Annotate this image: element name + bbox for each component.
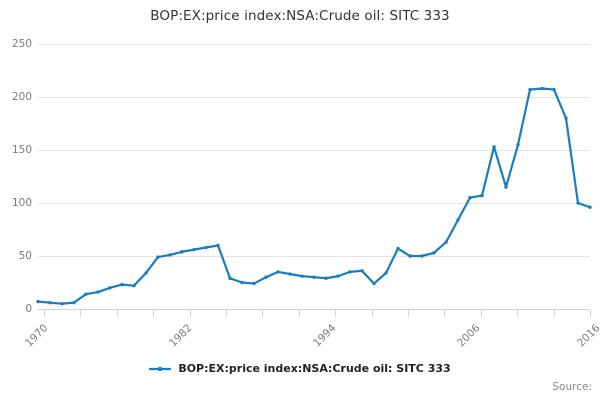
plot-area xyxy=(38,44,590,310)
y-gridline xyxy=(38,97,590,98)
legend-series-label: BOP:EX:price index:NSA:Crude oil: SITC 3… xyxy=(178,362,451,375)
legend-line-marker-icon xyxy=(149,366,172,371)
y-axis-tick-label: 100 xyxy=(11,197,32,209)
x-axis-tick xyxy=(189,310,191,317)
y-gridline xyxy=(38,203,590,204)
x-axis-tick xyxy=(590,310,591,317)
chart-legend[interactable]: BOP:EX:price index:NSA:Crude oil: SITC 3… xyxy=(0,362,600,375)
x-axis-tick xyxy=(44,310,45,317)
y-axis-tick-labels: 0 50 100 150 200 250 xyxy=(0,0,32,400)
source-note: Source: xyxy=(552,381,592,393)
y-axis-tick-label: 50 xyxy=(18,250,32,262)
x-axis-tick xyxy=(553,310,555,317)
x-axis-tick xyxy=(80,310,82,317)
y-gridline xyxy=(38,256,590,257)
x-axis-tick-label: 1994 xyxy=(311,322,339,350)
x-axis-tick xyxy=(226,310,227,317)
x-axis-tick xyxy=(371,310,373,317)
x-axis-tick xyxy=(262,310,264,317)
y-gridline xyxy=(38,44,590,45)
x-axis-tick-label: 2016 xyxy=(575,322,600,350)
y-axis-tick-label: 200 xyxy=(11,91,32,103)
x-axis-tick xyxy=(153,310,155,317)
x-axis-tick-label: 1982 xyxy=(167,322,195,350)
x-axis-tick xyxy=(480,310,482,317)
x-axis-tick xyxy=(116,310,118,317)
y-axis-tick-label: 250 xyxy=(11,38,32,50)
y-axis-tick-label: 0 xyxy=(25,303,32,315)
y-axis-tick-label: 150 xyxy=(11,144,32,156)
chart-title: BOP:EX:price index:NSA:Crude oil: SITC 3… xyxy=(150,8,450,24)
x-axis-line xyxy=(38,309,590,310)
x-axis-tick xyxy=(408,310,409,317)
y-gridline xyxy=(38,150,590,151)
x-axis-tick xyxy=(335,310,337,317)
x-axis-tick xyxy=(517,310,519,317)
x-axis-tick xyxy=(298,310,300,317)
x-axis-tick xyxy=(444,310,446,317)
x-axis-tick-label: 2006 xyxy=(455,322,483,350)
